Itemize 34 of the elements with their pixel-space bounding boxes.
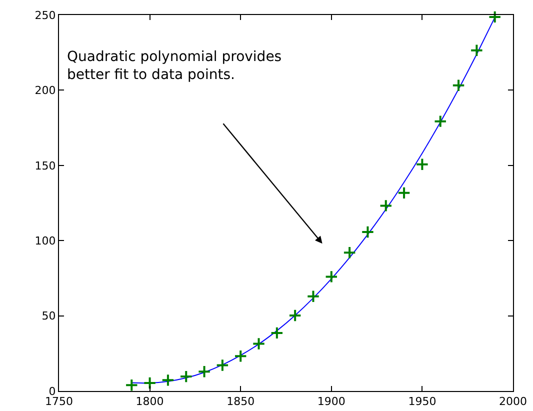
x-tick-label: 1850 xyxy=(226,395,255,408)
x-tick-label: 2000 xyxy=(499,395,527,408)
y-tick-label: 200 xyxy=(34,84,56,98)
annotation: Quadratic polynomial provides better fit to data points. xyxy=(67,49,282,84)
x-tick-label: 1900 xyxy=(317,395,346,408)
point xyxy=(125,378,138,392)
x-tick-label: 1800 xyxy=(136,395,164,408)
point xyxy=(488,10,502,24)
y-tick-label: 150 xyxy=(34,159,56,172)
y-tick-label: 100 xyxy=(34,234,56,248)
point xyxy=(434,114,447,128)
x-tick-label: 1950 xyxy=(408,395,436,408)
point xyxy=(288,308,302,322)
point xyxy=(470,44,484,57)
point xyxy=(270,326,284,340)
point xyxy=(342,246,356,260)
point xyxy=(379,199,392,212)
point xyxy=(161,374,175,387)
point xyxy=(324,270,338,284)
point xyxy=(234,350,248,363)
point xyxy=(252,337,266,350)
x-tick-label: 1750 xyxy=(45,395,73,408)
point xyxy=(452,78,466,92)
point xyxy=(143,376,156,390)
point xyxy=(216,358,230,372)
point xyxy=(180,370,193,384)
y-tick-label: 250 xyxy=(34,8,56,22)
point xyxy=(198,365,211,378)
y-tick-label: 0 xyxy=(48,384,56,398)
point xyxy=(361,225,374,239)
point xyxy=(397,186,411,200)
point xyxy=(306,290,320,303)
point xyxy=(416,158,429,171)
y-tick-label: 50 xyxy=(42,310,56,323)
